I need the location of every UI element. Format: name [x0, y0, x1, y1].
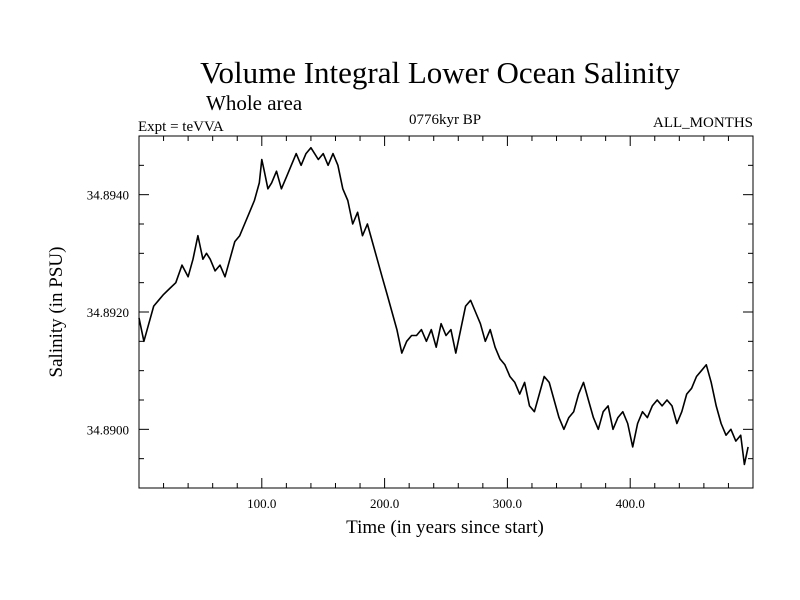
x-tick-label: 200.0	[370, 496, 399, 511]
annotation-left: Expt = teVVA	[138, 119, 224, 135]
y-tick-label: 34.8940	[87, 188, 129, 203]
x-tick-label: 400.0	[616, 496, 645, 511]
plot-frame	[138, 135, 754, 489]
annotation-right: ALL_MONTHS	[653, 115, 753, 131]
x-tick-label: 300.0	[493, 496, 522, 511]
annotation-center: 0776kyr BP	[409, 112, 481, 128]
salinity-series-line	[138, 146, 749, 466]
y-tick-label: 34.8900	[87, 422, 129, 437]
chart-subtitle: Whole area	[206, 91, 303, 115]
y-axis-label: Salinity (in PSU)	[46, 247, 67, 378]
x-tick-label: 100.0	[247, 496, 276, 511]
plot-area: 100.0 200.0 300.0 400.0 34.8900 34.8920 34.894…	[87, 135, 754, 511]
y-tick-label: 34.8920	[87, 305, 129, 320]
x-axis-label: Time (in years since start)	[346, 517, 544, 538]
chart-title: Volume Integral Lower Ocean Salinity	[200, 55, 680, 90]
